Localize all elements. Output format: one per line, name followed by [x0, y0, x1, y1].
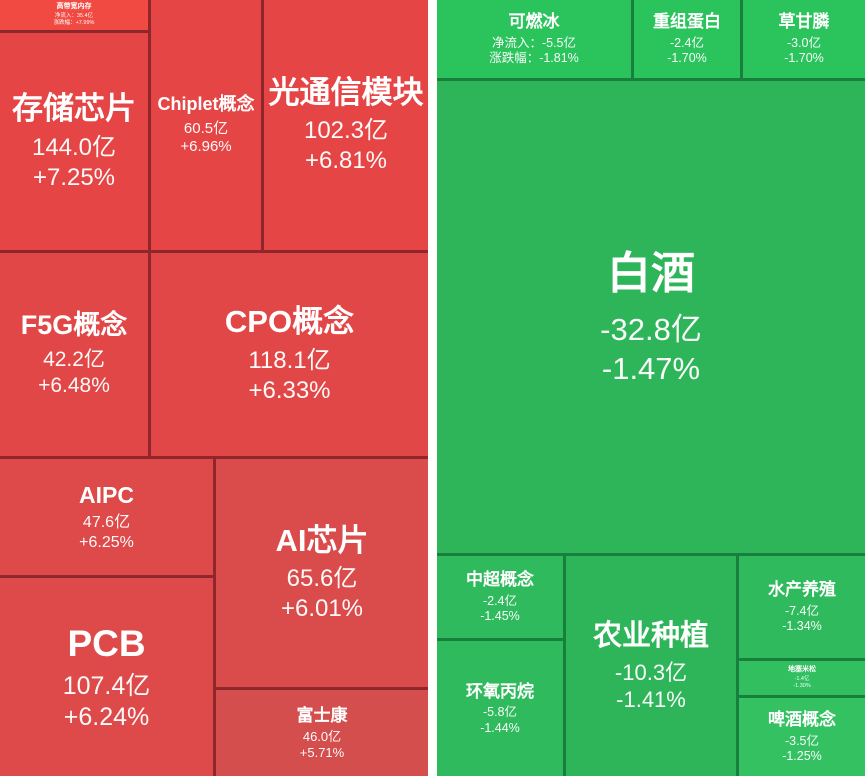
tile-change: +6.96%	[180, 138, 232, 156]
tile-title: AI芯片	[275, 522, 369, 558]
tile-title: AIPC	[79, 481, 134, 508]
tile-inflow: 47.6亿	[82, 514, 131, 532]
tile-inflow: 42.2亿	[43, 348, 105, 372]
tile-small-decliner[interactable]: 地塞米松 -1.4亿 -1.30%	[739, 661, 865, 695]
tile-title: 光通信模块	[268, 74, 424, 110]
tile-change: -1.44%	[480, 720, 520, 735]
tile-inflow: -3.5亿	[784, 733, 820, 748]
tile-inflow: 102.3亿	[303, 117, 389, 145]
tile-inflow: -2.4亿	[482, 593, 518, 608]
tile-title: 农业种植	[592, 620, 709, 653]
tile-title: F5G概念	[20, 310, 128, 341]
tile-cpo[interactable]: CPO概念 118.1亿 +6.33%	[151, 253, 428, 456]
tile-title: 地塞米松	[788, 666, 816, 674]
tile-recombinant-protein[interactable]: 重组蛋白 -2.4亿 -1.70%	[634, 0, 740, 78]
tile-inflow: 60.5亿	[183, 119, 229, 137]
tile-f5g[interactable]: F5G概念 42.2亿 +6.48%	[0, 253, 148, 456]
tile-flammable-ice[interactable]: 可燃冰 净流入：-5.5亿 涨跌幅：-1.81%	[437, 0, 631, 78]
tile-inflow: -1.4亿	[794, 676, 810, 682]
tile-change: -1.41%	[616, 687, 686, 713]
tile-optical-modules[interactable]: 光通信模块 102.3亿 +6.81%	[264, 0, 428, 250]
tile-title: Chiplet概念	[157, 94, 255, 114]
tile-change: +6.25%	[79, 534, 134, 552]
tile-change: +6.48%	[38, 374, 110, 398]
tile-change: -1.45%	[480, 609, 520, 624]
tile-inflow: 净流入：35.4亿	[54, 13, 94, 19]
tile-inflow: -5.8亿	[482, 705, 518, 719]
tile-inflow: 净流入：-5.5亿	[491, 35, 577, 50]
tile-foxconn[interactable]: 富士康 46.0亿 +5.71%	[216, 690, 428, 776]
tile-change: -1.25%	[782, 749, 822, 764]
tile-title: 重组蛋白	[653, 12, 721, 32]
tile-inflow: -3.0亿	[786, 35, 822, 50]
tile-glyphosate[interactable]: 草甘膦 -3.0亿 -1.70%	[743, 0, 865, 78]
tile-inflow: 107.4亿	[62, 671, 151, 700]
tile-change: -1.70%	[667, 51, 707, 66]
tile-inflow: -32.8亿	[600, 311, 702, 347]
tile-ai-chips[interactable]: AI芯片 65.6亿 +6.01%	[216, 459, 428, 687]
tile-change: +6.24%	[63, 703, 150, 732]
tile-title: 环氧丙烷	[466, 681, 534, 701]
tile-pcb[interactable]: PCB 107.4亿 +6.24%	[0, 578, 213, 776]
tile-title: 可燃冰	[508, 12, 560, 32]
decliners-panel: 可燃冰 净流入：-5.5亿 涨跌幅：-1.81% 重组蛋白 -2.4亿 -1.7…	[437, 0, 865, 776]
tile-change: -1.34%	[782, 619, 822, 634]
tile-baijiu[interactable]: 白酒 -32.8亿 -1.47%	[437, 81, 865, 553]
tile-change: -1.30%	[793, 682, 811, 689]
tile-beer-concept[interactable]: 啤酒概念 -3.5亿 -1.25%	[739, 698, 865, 776]
tile-inflow: 144.0亿	[31, 133, 117, 161]
tile-inflow: -10.3亿	[614, 659, 688, 685]
tile-inflow: 65.6亿	[286, 565, 358, 593]
tile-title: 水产养殖	[768, 580, 836, 600]
tile-aipc[interactable]: AIPC 47.6亿 +6.25%	[0, 459, 213, 575]
tile-agriculture-planting[interactable]: 农业种植 -10.3亿 -1.41%	[566, 556, 736, 776]
tile-inflow: 46.0亿	[302, 728, 342, 744]
tile-title: CPO概念	[224, 304, 355, 340]
tile-inflow: 118.1亿	[248, 346, 331, 374]
tile-title: 草甘膦	[778, 12, 830, 32]
tile-propylene-oxide[interactable]: 环氧丙烷 -5.8亿 -1.44%	[437, 641, 563, 776]
tile-change: -1.70%	[784, 51, 824, 66]
tile-title: 啤酒概念	[768, 710, 836, 730]
tile-chiplet[interactable]: Chiplet概念 60.5亿 +6.96%	[151, 0, 261, 250]
tile-change: +6.81%	[304, 147, 388, 175]
tile-aquaculture[interactable]: 水产养殖 -7.4亿 -1.34%	[739, 556, 865, 658]
tile-change: 涨跌幅：+7.99%	[53, 19, 95, 26]
tile-title: 白酒	[607, 248, 695, 298]
tile-change: +5.71%	[299, 745, 345, 761]
tile-title: 中超概念	[466, 570, 534, 590]
tile-storage-chips[interactable]: 存储芯片 144.0亿 +7.25%	[0, 33, 148, 250]
tile-change: 涨跌幅：-1.81%	[489, 51, 579, 66]
tile-title: 存储芯片	[12, 91, 136, 127]
tile-inflow: -7.4亿	[784, 603, 820, 618]
tile-inflow: -2.4亿	[669, 35, 705, 50]
tile-change: +6.33%	[248, 376, 331, 404]
tile-change: -1.47%	[601, 350, 701, 386]
tile-hbm-small-gainer[interactable]: 高带宽内存 净流入：35.4亿 涨跌幅：+7.99%	[0, 0, 148, 30]
tile-csl-concept[interactable]: 中超概念 -2.4亿 -1.45%	[437, 556, 563, 638]
gainers-panel: 高带宽内存 净流入：35.4亿 涨跌幅：+7.99% 存储芯片 144.0亿 +…	[0, 0, 428, 776]
tile-title: 高带宽内存	[56, 3, 92, 11]
tile-change: +7.25%	[32, 163, 116, 191]
tile-change: +6.01%	[280, 595, 364, 623]
tile-title: PCB	[67, 622, 146, 664]
tile-title: 富士康	[296, 705, 348, 725]
